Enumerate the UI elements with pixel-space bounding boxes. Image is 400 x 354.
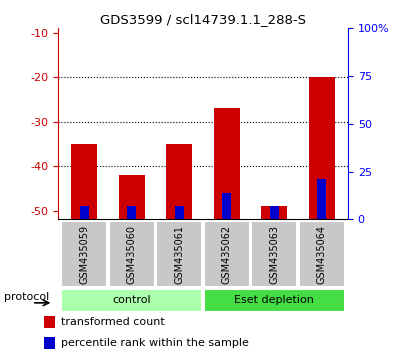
Text: GSM435062: GSM435062 bbox=[222, 224, 232, 284]
Text: GSM435061: GSM435061 bbox=[174, 224, 184, 284]
Text: GSM435059: GSM435059 bbox=[79, 224, 89, 284]
Bar bbox=[109, 221, 154, 287]
Bar bbox=[156, 221, 202, 287]
Title: GDS3599 / scl14739.1.1_288-S: GDS3599 / scl14739.1.1_288-S bbox=[100, 13, 306, 26]
Bar bbox=[71, 144, 97, 219]
Bar bbox=[214, 108, 240, 219]
Text: transformed count: transformed count bbox=[61, 317, 165, 327]
Text: GSM435063: GSM435063 bbox=[269, 224, 279, 284]
Bar bbox=[127, 206, 136, 219]
Bar bbox=[61, 221, 107, 287]
Text: percentile rank within the sample: percentile rank within the sample bbox=[61, 338, 249, 348]
Bar bbox=[80, 206, 89, 219]
Bar bbox=[204, 221, 250, 287]
Text: GSM435060: GSM435060 bbox=[127, 224, 137, 284]
Bar bbox=[317, 179, 326, 219]
Bar bbox=[222, 193, 231, 219]
Bar bbox=[270, 206, 279, 219]
Bar bbox=[175, 206, 184, 219]
Bar bbox=[119, 175, 145, 219]
Bar bbox=[309, 77, 335, 219]
Bar bbox=[299, 221, 345, 287]
Bar bbox=[204, 289, 345, 312]
Text: Eset depletion: Eset depletion bbox=[234, 295, 314, 305]
Text: protocol: protocol bbox=[4, 292, 49, 302]
Bar bbox=[166, 144, 192, 219]
Bar bbox=[61, 289, 202, 312]
Bar bbox=[261, 206, 287, 219]
Bar bbox=[44, 337, 55, 349]
Text: control: control bbox=[112, 295, 151, 305]
Text: GSM435064: GSM435064 bbox=[317, 224, 327, 284]
Bar bbox=[252, 221, 297, 287]
Bar bbox=[44, 316, 55, 328]
